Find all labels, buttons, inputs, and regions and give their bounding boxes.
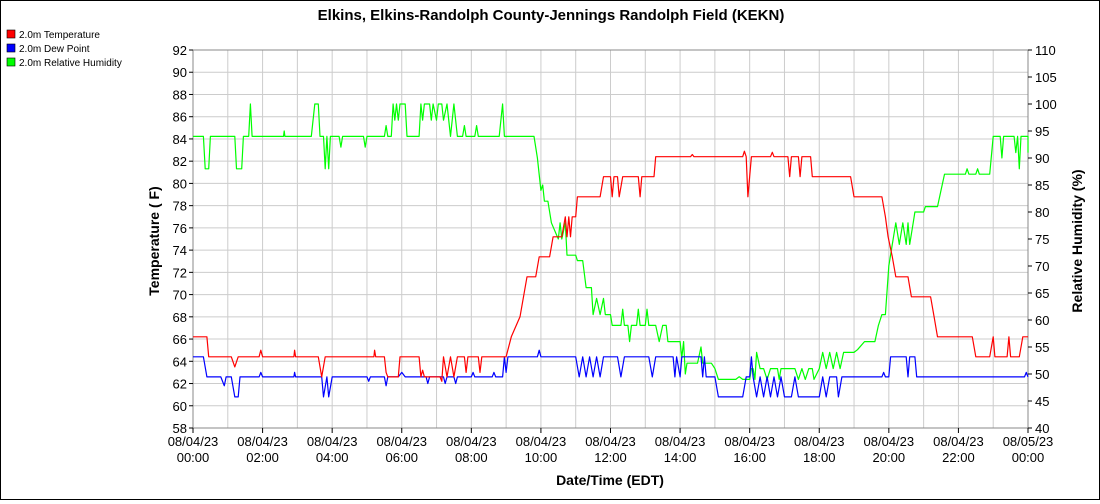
x-tick-time: 00:00 [1012,450,1045,465]
x-tick-time: 06:00 [385,450,418,465]
left-axis-ticks: 58 60 62 64 66 68 70 72 74 76 78 80 82 84 86 88 90 92 [173,43,193,436]
x-tick-date: 08/04/23 [864,434,915,449]
left-tick-label: 60 [173,399,187,414]
x-tick-time: 02:00 [246,450,279,465]
x-tick-time: 12:00 [594,450,627,465]
legend-label: 2.0m Dew Point [19,44,90,55]
x-tick-date: 08/04/23 [794,434,845,449]
left-tick-label: 68 [173,310,187,325]
right-tick-label: 80 [1035,205,1049,220]
right-tick-label: 75 [1035,232,1049,247]
x-tick-date: 08/04/23 [446,434,497,449]
x-axis-ticks: 08/04/2300:0008/04/2302:0008/04/2304:000… [168,428,1054,465]
left-tick-label: 86 [173,110,187,125]
x-tick-time: 22:00 [942,450,975,465]
left-tick-label: 82 [173,154,187,169]
left-tick-label: 64 [173,354,187,369]
left-tick-label: 74 [173,243,187,258]
left-tick-label: 84 [173,132,187,147]
series-layer [193,103,1029,398]
right-tick-label: 100 [1035,97,1057,112]
legend-swatch [6,43,16,53]
x-tick-date: 08/04/23 [307,434,358,449]
left-tick-label: 58 [173,421,187,436]
right-tick-label: 90 [1035,151,1049,166]
legend-swatch [6,57,16,67]
legend-label: 2.0m Relative Humidity [19,58,122,69]
left-tick-label: 90 [173,65,187,80]
legend-label: 2.0m Temperature [19,30,100,41]
x-tick-time: 10:00 [525,450,558,465]
left-tick-label: 78 [173,199,187,214]
left-tick-label: 88 [173,87,187,102]
x-tick-date: 08/04/23 [168,434,219,449]
x-tick-date: 08/04/23 [237,434,288,449]
right-tick-label: 55 [1035,340,1049,355]
right-tick-label: 45 [1035,394,1049,409]
left-tick-label: 92 [173,43,187,58]
x-tick-time: 20:00 [873,450,906,465]
x-tick-time: 18:00 [803,450,836,465]
series-line-1 [193,349,1029,398]
left-tick-label: 76 [173,221,187,236]
x-tick-date: 08/04/23 [933,434,984,449]
y-axis-label-left: Temperature ( F) [146,186,162,295]
left-tick-label: 70 [173,288,187,303]
right-tick-label: 85 [1035,178,1049,193]
right-tick-label: 65 [1035,286,1049,301]
x-tick-date: 08/04/23 [585,434,636,449]
x-tick-date: 08/04/23 [655,434,706,449]
grid [193,49,1028,429]
chart-title: Elkins, Elkins-Randolph County-Jennings … [318,7,785,24]
left-tick-label: 72 [173,265,187,280]
x-tick-date: 08/04/23 [516,434,567,449]
y-axis-label-right: Relative Humidity (%) [1069,169,1085,312]
right-axis-ticks: 40 45 50 55 60 65 70 75 80 85 90 95 100 105 110 [1028,43,1057,436]
right-tick-label: 70 [1035,259,1049,274]
right-tick-label: 60 [1035,313,1049,328]
x-tick-date: 08/04/23 [376,434,427,449]
right-tick-label: 105 [1035,70,1057,85]
x-axis-label: Date/Time (EDT) [556,472,664,488]
right-tick-label: 50 [1035,367,1049,382]
x-tick-time: 14:00 [664,450,697,465]
x-tick-date: 08/04/23 [724,434,775,449]
x-tick-time: 04:00 [316,450,349,465]
left-tick-label: 80 [173,176,187,191]
left-tick-label: 62 [173,377,187,392]
left-tick-label: 66 [173,332,187,347]
legend: 2.0m Temperature 2.0m Dew Point 2.0m Relat… [6,29,122,69]
x-tick-time: 08:00 [455,450,488,465]
x-tick-time: 00:00 [177,450,210,465]
series-line-0 [193,150,1028,382]
x-tick-time: 16:00 [733,450,766,465]
right-tick-label: 95 [1035,124,1049,139]
right-tick-label: 40 [1035,421,1049,436]
right-tick-label: 110 [1035,43,1056,58]
x-tick-date: 08/05/23 [1003,434,1054,449]
legend-swatch [6,29,16,39]
